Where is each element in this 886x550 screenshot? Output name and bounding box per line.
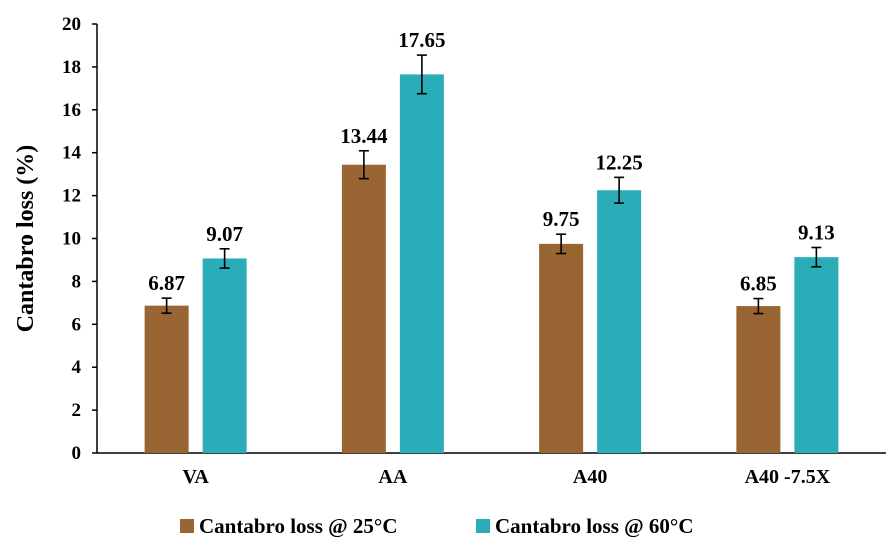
data-label: 6.85 <box>740 272 777 296</box>
y-tick-label: 16 <box>62 100 81 121</box>
legend-swatch <box>180 519 194 533</box>
bar <box>794 257 839 453</box>
y-tick-label: 2 <box>72 400 82 421</box>
x-tick-label: AA <box>378 466 407 488</box>
bar <box>399 74 444 453</box>
data-label: 12.25 <box>596 150 643 174</box>
y-tick-label: 14 <box>62 143 82 164</box>
bar <box>539 243 584 453</box>
data-label: 17.65 <box>398 28 445 52</box>
y-tick-label: 10 <box>62 229 81 250</box>
data-label: 6.87 <box>148 271 185 295</box>
y-tick-label: 20 <box>62 14 81 35</box>
y-axis-title: Cantabro loss (%) <box>13 145 39 333</box>
y-tick-label: 6 <box>72 314 82 335</box>
bar <box>202 258 247 453</box>
x-tick-label: A40 -7.5X <box>745 466 831 488</box>
bar <box>144 305 189 453</box>
y-tick-label: 4 <box>72 357 82 378</box>
data-label: 9.75 <box>543 207 580 231</box>
y-tick-label: 12 <box>62 186 81 207</box>
bar <box>736 306 781 453</box>
data-label: 9.07 <box>206 222 243 246</box>
y-tick-label: 18 <box>62 57 81 78</box>
x-tick-label: A40 <box>573 466 607 488</box>
legend-swatch <box>476 519 490 533</box>
data-label: 13.44 <box>340 124 388 148</box>
y-tick-label: 8 <box>72 271 82 292</box>
bar <box>341 164 386 453</box>
bar <box>597 190 642 454</box>
legend-label: Cantabro loss @ 25°C <box>199 514 398 538</box>
data-label: 9.13 <box>798 221 835 245</box>
x-tick-label: VA <box>182 466 209 488</box>
legend-label: Cantabro loss @ 60°C <box>495 514 694 538</box>
y-tick-label: 0 <box>72 443 82 464</box>
